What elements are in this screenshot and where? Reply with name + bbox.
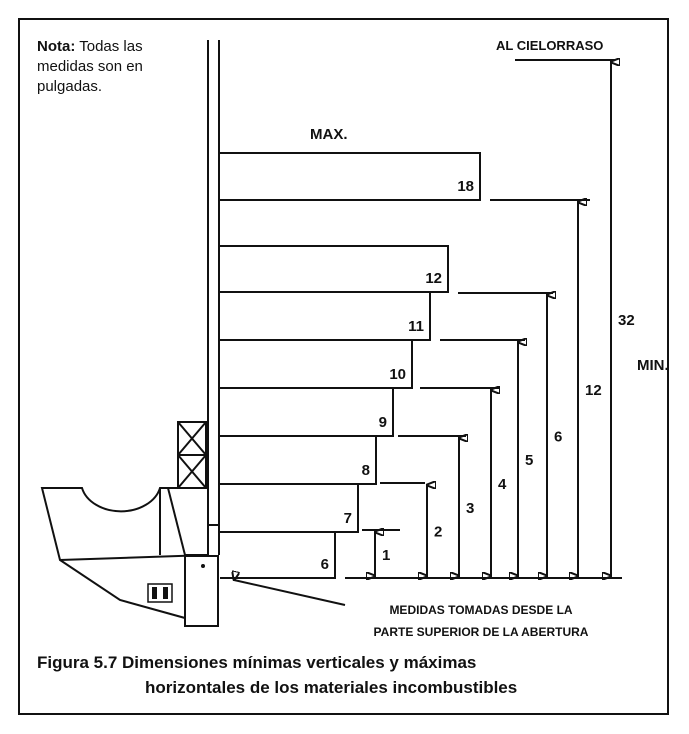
shelf	[220, 435, 377, 485]
shelf-label: 9	[379, 414, 387, 431]
insert	[40, 421, 219, 627]
caption: Figura 5.7 Dimensiones mínimas verticale…	[37, 653, 476, 672]
shelf-label: 12	[425, 270, 442, 287]
shelf-label: 8	[362, 462, 370, 479]
shelf-label: 10	[389, 366, 406, 383]
shelf	[220, 339, 413, 389]
shelf-label: 6	[321, 556, 329, 573]
caption: horizontales de los materiales incombust…	[145, 678, 517, 697]
callout: MEDIDAS TOMADAS DESDE LA	[389, 603, 572, 617]
frame	[18, 18, 669, 715]
note-line: pulgadas.	[37, 78, 102, 95]
dimension-label: 5	[525, 452, 533, 469]
shelf	[220, 531, 336, 579]
shelf-label: 7	[344, 510, 352, 527]
shelf	[220, 387, 394, 437]
dimension-label: 3	[466, 500, 474, 517]
ceiling-label: AL CIELORRASO	[496, 38, 603, 53]
shelf-label: 11	[408, 318, 424, 335]
shelf	[220, 483, 359, 533]
shelf	[220, 291, 431, 341]
dimension-label: 6	[554, 429, 562, 446]
dimension-label: 1	[382, 547, 390, 564]
dimension-label: 2	[434, 524, 442, 541]
dimension-label: 4	[498, 476, 507, 493]
min-label: MIN.	[637, 357, 669, 374]
note-line: medidas son en	[37, 58, 143, 75]
shelf-label: 18	[457, 178, 474, 195]
dimension-label: 12	[585, 382, 602, 399]
shelf	[220, 152, 481, 201]
max-label: MAX.	[310, 126, 348, 143]
shelf	[220, 245, 449, 293]
callout-arrow	[234, 580, 346, 606]
note: Nota: Todas las	[37, 38, 143, 55]
dimension-label: 32	[618, 312, 635, 329]
callout: PARTE SUPERIOR DE LA ABERTURA	[374, 625, 589, 639]
